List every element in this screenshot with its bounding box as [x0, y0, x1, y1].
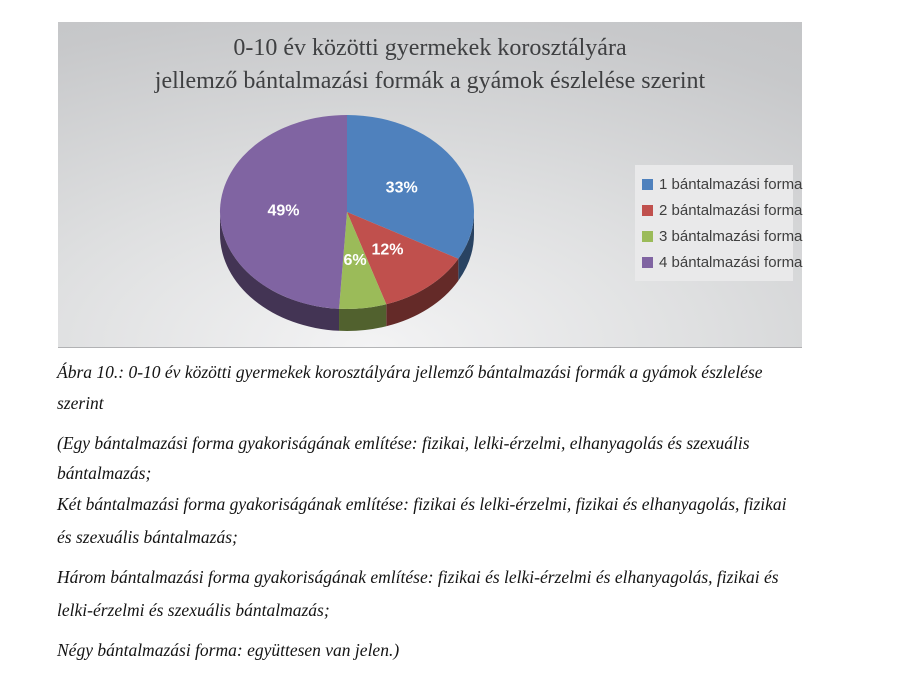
pie-slice-side-1	[458, 212, 474, 281]
chart-title-line-2: jellemző bántalmazási formák a gyámok és…	[154, 68, 706, 94]
note-line: bántalmazás;	[57, 463, 152, 483]
legend-item-1: 1 bántalmazási forma	[635, 176, 802, 193]
pie-data-label-4: 49%	[267, 203, 299, 220]
caption-line: Ábra 10.: 0-10 év közötti gyermekek koro…	[57, 362, 763, 382]
chart-legend: 1 bántalmazási forma 2 bántalmazási forma…	[635, 165, 802, 281]
pie-slice-side-4	[220, 212, 340, 331]
legend-swatch-icon	[642, 178, 653, 190]
legend-label: 2 bántalmazási forma	[659, 201, 803, 219]
legend-item-4: 4 bántalmazási forma	[635, 254, 802, 271]
legend-swatch-icon	[642, 256, 653, 268]
note-line: (Egy bántalmazási forma gyakoriságának e…	[57, 433, 750, 453]
pie-data-label-2: 12%	[371, 241, 403, 258]
pie-chart: 33% 12% 6% 49%	[219, 115, 474, 332]
pie-slice-side-3	[339, 304, 387, 332]
legend-swatch-icon	[642, 204, 653, 216]
pie-slice-side-2	[386, 258, 459, 327]
note-paragraph-four-forms: Négy bántalmazási forma: együttesen van …	[57, 634, 857, 667]
note-line: és szexuális bántalmazás;	[57, 527, 238, 547]
legend-label: 3 bántalmazási forma	[659, 227, 803, 245]
note-paragraph-one-form: (Egy bántalmazási forma gyakoriságának e…	[57, 428, 857, 488]
caption-line: szerint	[57, 393, 104, 413]
figure-caption: Ábra 10.: 0-10 év közötti gyermekek koro…	[57, 347, 857, 419]
pie-slice-1	[347, 115, 474, 259]
figure-text-block: Ábra 10.: 0-10 év közötti gyermekek koro…	[57, 347, 857, 667]
note-line: lelki-érzelmi és szexuális bántalmazás;	[57, 600, 330, 620]
pie-slice-3	[339, 212, 387, 310]
legend-item-3: 3 bántalmazási forma	[635, 228, 802, 245]
legend-label: 4 bántalmazási forma	[659, 253, 803, 271]
pie-data-label-1: 33%	[386, 179, 418, 196]
legend-label: 1 bántalmazási forma	[659, 175, 803, 193]
pie-data-label-3: 6%	[343, 252, 366, 269]
chart-area: 0-10 év közötti gyermekek korosztályára …	[58, 22, 802, 348]
note-line: Két bántalmazási forma gyakoriságának em…	[57, 494, 787, 514]
chart-title: 0-10 év közötti gyermekek korosztályára …	[58, 32, 802, 98]
pie-slice-4	[219, 115, 347, 309]
legend-item-2: 2 bántalmazási forma	[635, 202, 802, 219]
pie-slice-2	[347, 212, 459, 305]
note-paragraph-three-forms: Három bántalmazási forma gyakoriságának …	[57, 561, 857, 627]
chart-title-line-1: 0-10 év közötti gyermekek korosztályára	[233, 35, 627, 61]
legend-swatch-icon	[642, 230, 653, 242]
note-line: Négy bántalmazási forma: együttesen van …	[57, 640, 400, 660]
note-line: Három bántalmazási forma gyakoriságának …	[57, 567, 779, 587]
note-paragraph-two-forms: Két bántalmazási forma gyakoriságának em…	[57, 488, 857, 554]
